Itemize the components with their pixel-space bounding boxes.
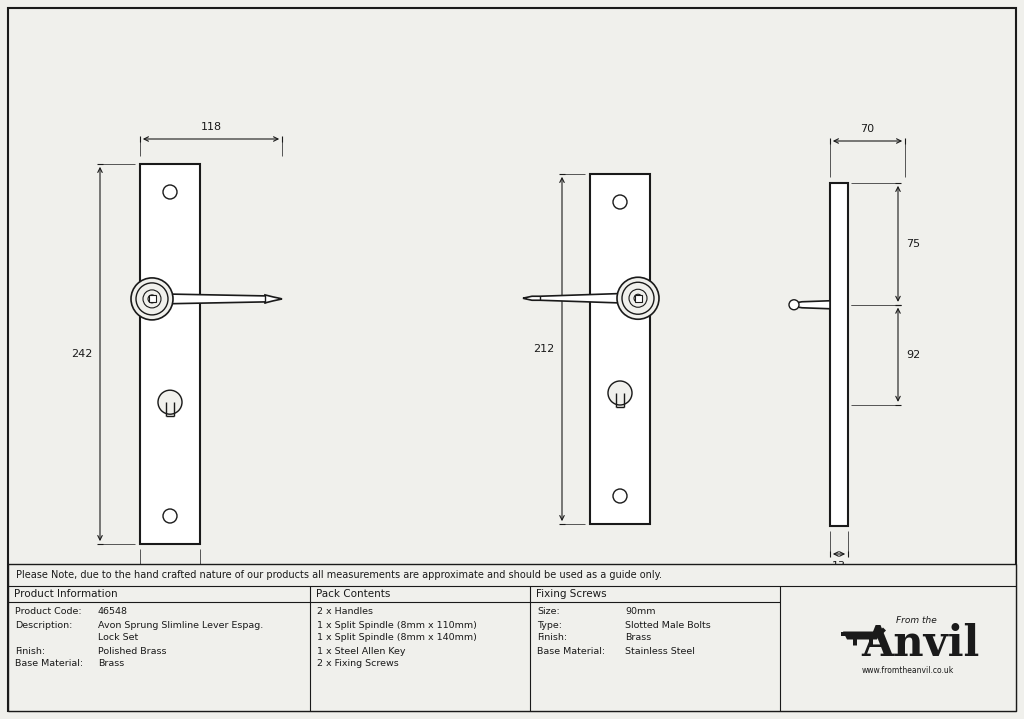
Bar [615, 381, 625, 408]
Text: From the: From the [896, 616, 936, 625]
Text: Brass: Brass [98, 659, 124, 669]
Text: 2 x Fixing Screws: 2 x Fixing Screws [317, 659, 398, 669]
Text: Base Material:: Base Material: [15, 659, 83, 669]
Text: Pack Contents: Pack Contents [316, 589, 390, 599]
Text: Product Code:: Product Code: [15, 608, 82, 616]
Circle shape [617, 278, 659, 319]
Circle shape [790, 300, 799, 310]
Text: 242: 242 [71, 349, 92, 359]
Text: www.fromtheanvil.co.uk: www.fromtheanvil.co.uk [862, 666, 954, 675]
Bar [8, 564, 1016, 711]
Text: 13: 13 [831, 561, 846, 571]
Text: Finish:: Finish: [537, 633, 567, 643]
Text: 92: 92 [906, 349, 921, 360]
Text: 46548: 46548 [98, 608, 128, 616]
Text: 1 x Split Spindle (8mm x 110mm): 1 x Split Spindle (8mm x 110mm) [317, 620, 477, 630]
Bar [148, 296, 156, 303]
Text: 118: 118 [201, 122, 221, 132]
Polygon shape [843, 631, 881, 646]
Text: Fixing Screws: Fixing Screws [536, 589, 606, 599]
Polygon shape [792, 301, 830, 308]
Circle shape [607, 380, 633, 406]
Bar [635, 295, 641, 302]
Text: Brass: Brass [625, 633, 651, 643]
Text: Product Information: Product Information [14, 589, 118, 599]
Text: 1 x Split Spindle (8mm x 140mm): 1 x Split Spindle (8mm x 140mm) [317, 633, 477, 643]
Text: 75: 75 [906, 239, 921, 249]
Text: 90mm: 90mm [625, 608, 655, 616]
Circle shape [131, 278, 173, 320]
Text: 212: 212 [532, 344, 554, 354]
Text: Stainless Steel: Stainless Steel [625, 646, 695, 656]
Polygon shape [841, 631, 858, 636]
Text: Type:: Type: [537, 620, 562, 630]
Polygon shape [880, 628, 886, 633]
Text: 36: 36 [163, 579, 177, 589]
Text: Avon Sprung Slimline Lever Espag.: Avon Sprung Slimline Lever Espag. [98, 620, 263, 630]
Text: Base Material:: Base Material: [537, 646, 605, 656]
Bar [590, 174, 650, 524]
Text: Lock Set: Lock Set [98, 633, 138, 643]
Text: Anvil: Anvil [861, 623, 979, 664]
Text: Polished Brass: Polished Brass [98, 646, 167, 656]
Bar [140, 164, 200, 544]
Polygon shape [161, 294, 282, 304]
Bar [830, 183, 848, 526]
Text: Please Note, due to the hand crafted nature of our products all measurements are: Please Note, due to the hand crafted nat… [16, 570, 662, 580]
Text: Size:: Size: [537, 608, 560, 616]
Text: 1 x Steel Allen Key: 1 x Steel Allen Key [317, 646, 406, 656]
Text: 70: 70 [860, 124, 874, 134]
Text: Finish:: Finish: [15, 646, 45, 656]
Circle shape [157, 389, 183, 415]
Bar [165, 390, 175, 417]
Text: Slotted Male Bolts: Slotted Male Bolts [625, 620, 711, 630]
Text: Description:: Description: [15, 620, 73, 630]
Polygon shape [523, 293, 629, 303]
Text: 2 x Handles: 2 x Handles [317, 608, 373, 616]
